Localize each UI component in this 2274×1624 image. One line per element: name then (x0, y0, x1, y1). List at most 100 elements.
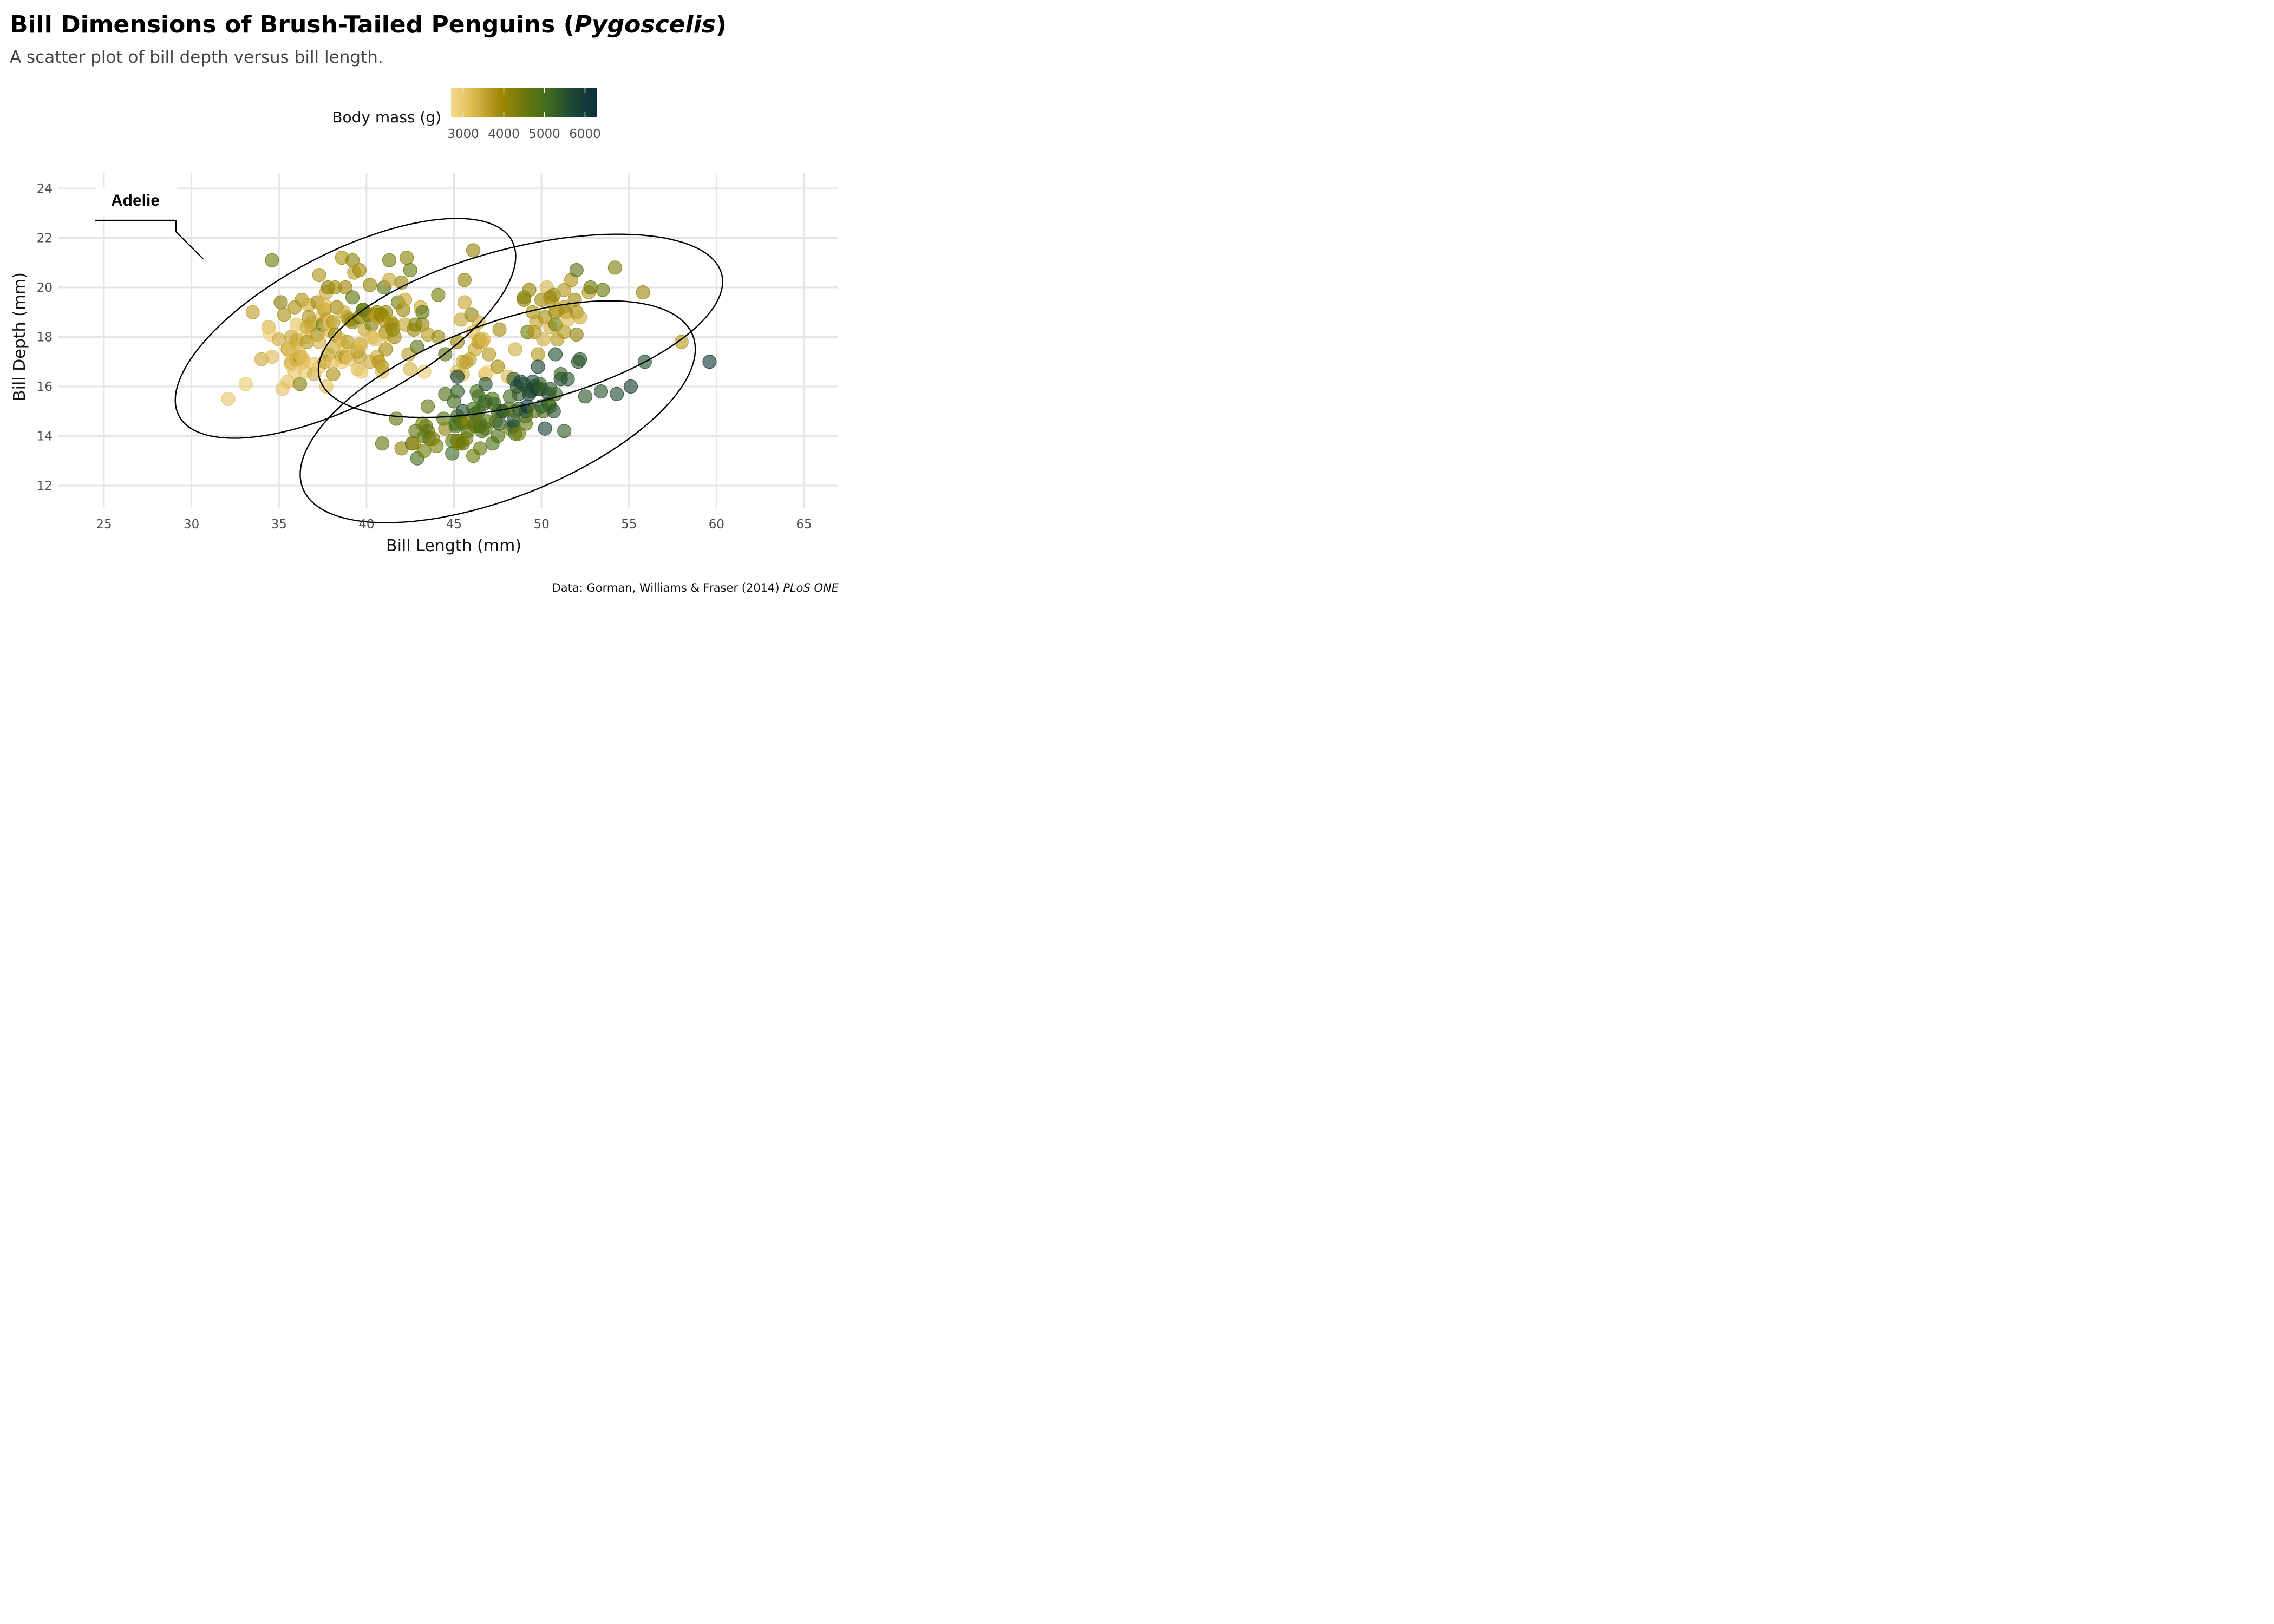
data-point (508, 342, 522, 357)
data-point (363, 278, 377, 292)
x-tick-label: 50 (533, 518, 549, 532)
annotation-label: Adelie (111, 192, 160, 209)
data-point (548, 347, 563, 362)
data-point (491, 429, 505, 443)
data-point (457, 273, 472, 287)
x-tick-label: 45 (446, 518, 462, 532)
annotation-box (96, 187, 177, 215)
data-point (387, 330, 402, 344)
data-point (389, 411, 403, 426)
data-point (378, 342, 393, 357)
data-point (326, 367, 341, 382)
data-point (312, 335, 326, 349)
data-point (557, 424, 572, 438)
y-tick-label: 14 (37, 430, 53, 444)
data-point (538, 421, 552, 436)
caption-journal: PLoS ONE (783, 581, 839, 594)
y-tick-label: 24 (37, 182, 53, 196)
legend-colorbar (451, 88, 597, 117)
data-point (319, 379, 334, 394)
adelie-annotation: Adelie (95, 187, 204, 259)
species-ellipses (174, 218, 723, 523)
ellipse-adelie (174, 218, 517, 439)
data-point (340, 335, 355, 349)
data-point (431, 287, 446, 302)
legend-tick-label: 6000 (569, 127, 601, 141)
data-point (578, 389, 593, 404)
data-point (548, 387, 563, 401)
x-tick-label: 40 (358, 518, 374, 532)
data-point (221, 391, 236, 406)
data-point (522, 283, 537, 297)
data-point (450, 369, 465, 384)
data-point (273, 295, 288, 310)
chart-title-italic: Pygoscelis (574, 11, 716, 38)
data-point (457, 295, 472, 310)
data-point (531, 347, 545, 362)
data-point (245, 305, 260, 319)
data-point (238, 377, 253, 391)
data-caption: Data: Gorman, Williams & Fraser (2014) P… (552, 581, 839, 594)
x-axis-ticks: 25 30 35 40 45 50 55 60 65 (96, 518, 812, 532)
data-point (560, 372, 575, 387)
data-point (466, 243, 481, 258)
chart-title-end: ) (716, 11, 727, 38)
data-point (607, 260, 622, 275)
data-point (345, 290, 360, 305)
data-point (491, 359, 505, 374)
data-point (478, 377, 493, 391)
data-point (354, 337, 369, 352)
x-tick-label: 35 (271, 518, 287, 532)
data-point (420, 399, 435, 414)
data-point (417, 443, 432, 459)
data-point (397, 292, 413, 307)
chart-subtitle: A scatter plot of bill depth versus bill… (10, 48, 383, 67)
data-point (567, 292, 582, 307)
data-point (476, 332, 491, 347)
data-point (583, 280, 598, 295)
data-point (417, 364, 432, 379)
data-point (429, 438, 444, 453)
data-point (492, 322, 507, 337)
data-point (326, 315, 341, 330)
legend-title: Body mass (g) (332, 108, 441, 126)
data-point (557, 283, 572, 297)
data-point (473, 441, 488, 456)
legend-tick-label: 3000 (447, 127, 479, 141)
data-point (569, 263, 584, 278)
data-point (546, 404, 561, 418)
data-point (531, 359, 545, 374)
x-tick-label: 25 (96, 518, 112, 532)
data-point (596, 283, 610, 297)
color-legend: Body mass (g) 3000 4000 5000 6000 (332, 88, 601, 141)
chart-title: Bill Dimensions of Brush-Tailed Penguins… (10, 11, 727, 38)
y-tick-label: 16 (37, 380, 53, 394)
data-point (265, 349, 279, 364)
y-tick-label: 12 (37, 479, 53, 493)
data-point (385, 317, 400, 332)
data-point (674, 335, 689, 349)
data-points (221, 243, 717, 466)
data-point (482, 347, 496, 362)
data-point (593, 384, 609, 399)
data-point (317, 297, 332, 312)
data-point (518, 416, 533, 431)
data-point (354, 364, 369, 379)
data-point (573, 310, 587, 325)
y-axis-ticks: 12 14 16 18 20 22 24 (37, 182, 53, 493)
data-point (382, 273, 396, 287)
data-point (569, 327, 584, 342)
annotation-connector (95, 219, 204, 259)
data-point (382, 253, 396, 267)
data-point (557, 325, 572, 339)
x-tick-label: 55 (621, 518, 637, 532)
data-point (403, 362, 417, 377)
x-tick-label: 65 (796, 518, 812, 532)
legend-ticks: 3000 4000 5000 6000 (447, 88, 601, 141)
caption-source: Data: Gorman, Williams & Fraser (2014) (552, 581, 783, 594)
y-axis-title: Bill Depth (mm) (10, 272, 29, 401)
y-tick-label: 18 (37, 331, 53, 345)
scatter-chart: Bill Dimensions of Brush-Tailed Penguins… (10, 11, 839, 594)
x-tick-label: 60 (709, 518, 724, 532)
data-point (573, 352, 587, 366)
